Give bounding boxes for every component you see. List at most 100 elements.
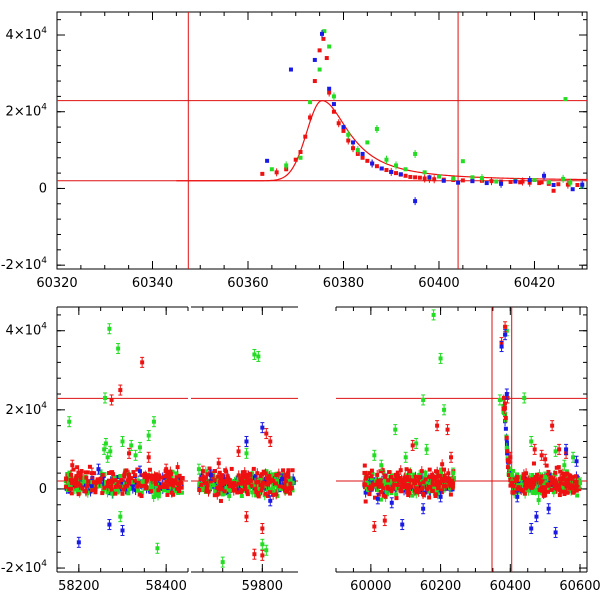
- green-data-point: [410, 493, 415, 498]
- red-data-point: [376, 492, 381, 497]
- red-data-point: [107, 479, 112, 484]
- red-data-point: [118, 484, 123, 489]
- red-data-point: [394, 474, 399, 479]
- red-data-point: [133, 473, 138, 478]
- red-data-point: [173, 481, 178, 486]
- green-data-point: [415, 482, 420, 487]
- green-data-point: [239, 494, 244, 499]
- red-data-point: [433, 492, 438, 497]
- red-data-point: [245, 477, 250, 482]
- green-data-point: [355, 148, 360, 153]
- red-data-point: [146, 473, 151, 478]
- red-data-point: [236, 449, 241, 454]
- red-data-point: [395, 482, 400, 487]
- red-data-point: [217, 470, 222, 475]
- bottom-plot-frames: [56, 306, 588, 574]
- red-data-point: [244, 489, 249, 494]
- red-data-point: [200, 469, 205, 474]
- red-data-point: [421, 493, 426, 498]
- blue-data-point: [546, 506, 551, 511]
- red-data-point: [429, 474, 434, 479]
- red-data-point: [177, 473, 182, 478]
- blue-data-point: [107, 491, 112, 496]
- red-data-point: [205, 483, 210, 488]
- green-data-point: [424, 447, 429, 452]
- red-data-point: [567, 473, 572, 478]
- red-data-point: [405, 489, 410, 494]
- red-data-point: [566, 483, 571, 488]
- red-data-point: [260, 553, 265, 558]
- red-data-point: [216, 461, 221, 466]
- green-data-point: [271, 485, 276, 490]
- red-data-point: [445, 427, 450, 432]
- red-data-point: [513, 477, 518, 482]
- red-data-point: [64, 476, 69, 481]
- red-data-point: [94, 480, 99, 485]
- green-data-point: [370, 471, 375, 476]
- red-data-point: [372, 524, 377, 529]
- green-data-point: [494, 179, 499, 184]
- red-data-point: [505, 465, 510, 470]
- red-data-point: [372, 495, 377, 500]
- red-data-point: [539, 180, 544, 185]
- green-data-point: [438, 467, 443, 472]
- red-data-point: [252, 552, 257, 557]
- red-data-point: [169, 471, 174, 476]
- green-data-point: [575, 493, 580, 498]
- red-data-point: [284, 486, 289, 491]
- green-data-point: [174, 471, 179, 476]
- red-data-point: [79, 469, 84, 474]
- red-data-point: [206, 489, 211, 494]
- red-data-point: [222, 489, 227, 494]
- red-data-point: [288, 491, 293, 496]
- red-data-point: [241, 475, 246, 480]
- green-data-point: [428, 481, 433, 486]
- red-data-point: [550, 423, 555, 428]
- green-data-point: [169, 475, 174, 480]
- red-data-point: [139, 483, 144, 488]
- red-data-point: [90, 488, 95, 493]
- red-data-point: [64, 484, 69, 489]
- green-data-point: [502, 411, 507, 416]
- red-data-point: [281, 485, 286, 490]
- red-data-point: [282, 475, 287, 480]
- red-data-point: [93, 490, 98, 495]
- blue-data-point: [133, 488, 138, 493]
- blue-data-point: [534, 514, 539, 519]
- green-data-point: [290, 480, 295, 485]
- red-data-point: [154, 472, 159, 477]
- red-data-point: [577, 487, 582, 492]
- red-data-point: [556, 483, 561, 488]
- red-data-point: [266, 477, 271, 482]
- red-data-point: [89, 471, 94, 476]
- green-data-point: [116, 489, 121, 494]
- red-data-point: [76, 470, 81, 475]
- blue-data-point: [503, 426, 508, 431]
- blue-data-point: [363, 490, 368, 495]
- red-data-point: [440, 462, 445, 467]
- green-data-point: [568, 180, 573, 185]
- blue-data-point: [564, 447, 569, 452]
- red-data-point: [397, 478, 402, 483]
- green-data-point: [105, 490, 110, 495]
- bottom-x-tick-label: 60200: [420, 579, 461, 594]
- red-data-point: [362, 470, 367, 475]
- red-data-point: [74, 477, 79, 482]
- red-data-point: [71, 467, 76, 472]
- green-data-point: [541, 481, 546, 486]
- red-data-point: [217, 479, 222, 484]
- green-data-point: [227, 494, 232, 499]
- red-data-point: [78, 483, 83, 488]
- red-data-point: [283, 488, 288, 493]
- blue-data-point: [542, 173, 547, 178]
- red-data-point: [284, 472, 289, 477]
- green-data-point: [451, 176, 456, 181]
- green-data-point: [199, 488, 204, 493]
- red-data-point: [253, 486, 258, 491]
- red-data-point: [539, 453, 544, 458]
- red-data-point: [265, 481, 270, 486]
- red-data-point: [78, 472, 83, 477]
- red-data-point: [97, 479, 102, 484]
- green-data-point: [395, 486, 400, 491]
- green-data-point: [286, 480, 291, 485]
